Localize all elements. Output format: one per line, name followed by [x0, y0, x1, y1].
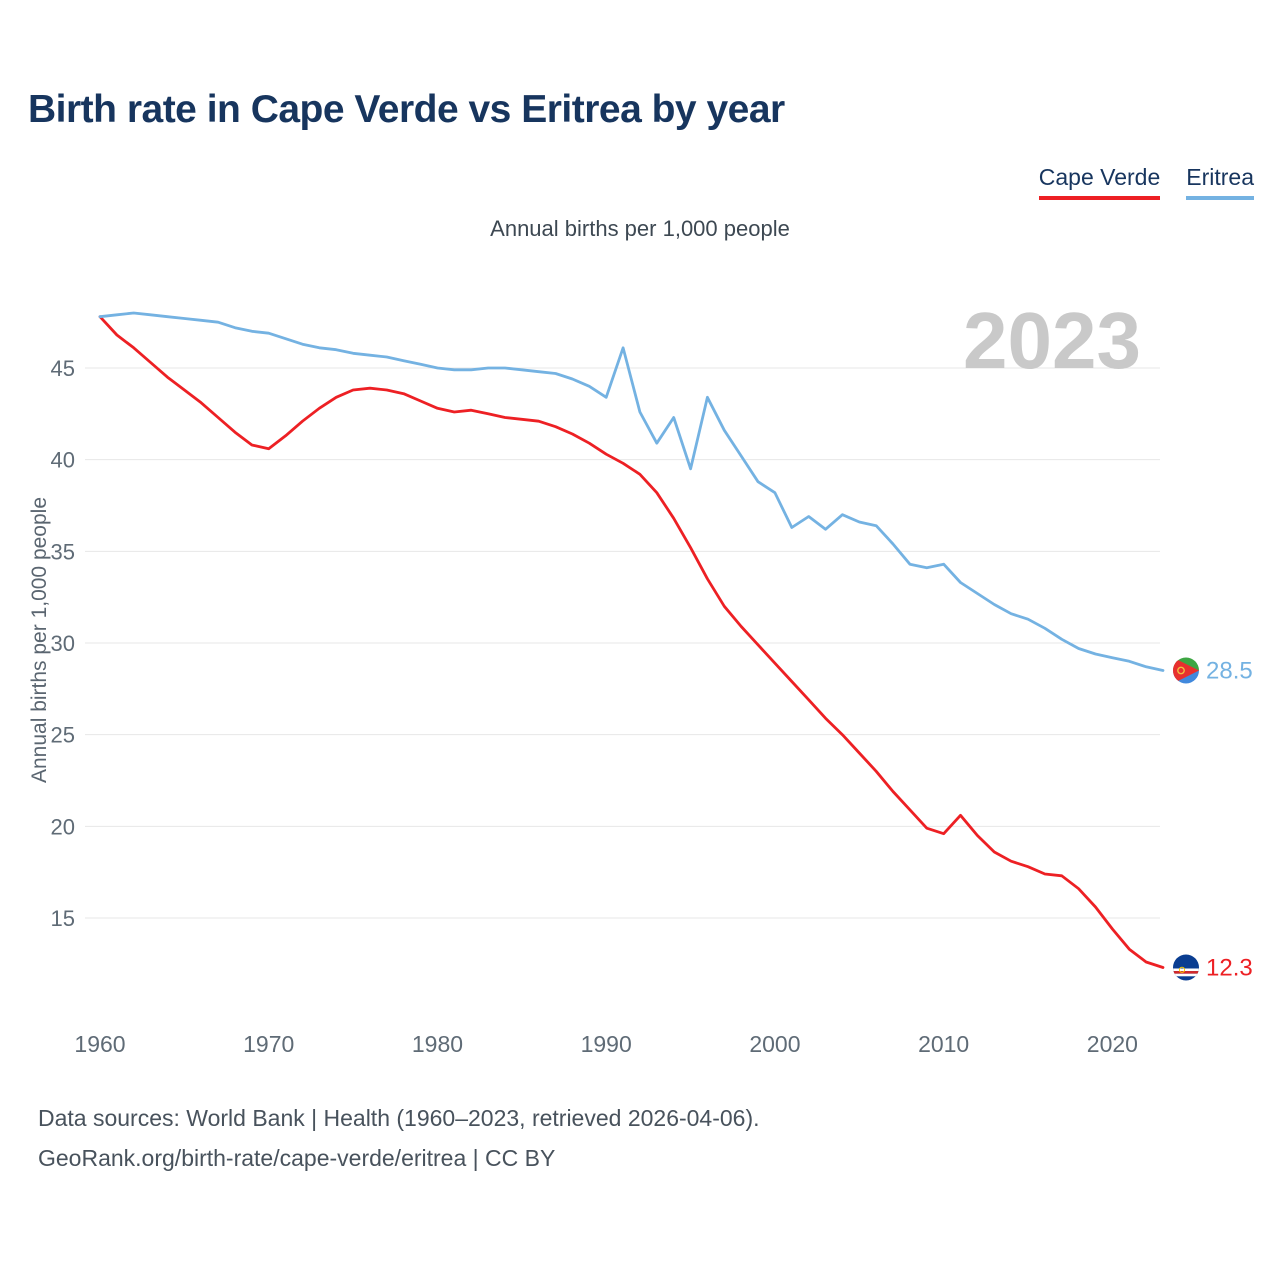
series-end-value-eritrea: 28.5 [1206, 657, 1253, 684]
series-line-eritrea[interactable] [98, 311, 1165, 672]
legend-item-cape-verde[interactable]: Cape Verde [1038, 164, 1161, 200]
y-tick-label: 15 [51, 906, 75, 931]
chart-title: Birth rate in Cape Verde vs Eritrea by y… [28, 88, 785, 131]
series-line-cape-verde[interactable] [98, 315, 1165, 969]
x-tick-label: 1980 [412, 1031, 463, 1057]
x-tick-label: 2020 [1087, 1031, 1138, 1057]
x-tick-label: 2000 [749, 1031, 800, 1057]
x-tick-label: 1970 [243, 1031, 294, 1057]
y-tick-label: 40 [51, 448, 75, 473]
legend-item-eritrea[interactable]: Eritrea [1186, 164, 1254, 200]
y-tick-label: 35 [51, 539, 75, 564]
x-tick-label: 1960 [74, 1031, 125, 1057]
y-tick-label: 30 [51, 631, 75, 656]
x-tick-label: 1990 [581, 1031, 632, 1057]
series-end-value-cape-verde: 12.3 [1206, 954, 1253, 981]
legend: Cape Verde Eritrea [1038, 164, 1254, 200]
y-tick-label: 20 [51, 814, 75, 839]
x-tick-label: 2010 [918, 1031, 969, 1057]
eritrea-flag-icon [1173, 657, 1199, 684]
chart-plot: 15 20 25 30 35 40 45 1960 1970 1980 1990 2000 2010 20… [51, 296, 1253, 1057]
y-tick-label: 25 [51, 723, 75, 748]
chart-subtitle: Annual births per 1,000 people [490, 216, 790, 241]
watermark-year: 2023 [963, 296, 1141, 385]
attribution-text: GeoRank.org/birth-rate/cape-verde/eritre… [38, 1145, 556, 1171]
data-sources-text: Data sources: World Bank | Health (1960–… [38, 1105, 760, 1131]
chart-footer: Data sources: World Bank | Health (1960–… [38, 1098, 760, 1178]
y-tick-label: 45 [51, 356, 75, 381]
cape-verde-flag-icon [1173, 954, 1199, 981]
